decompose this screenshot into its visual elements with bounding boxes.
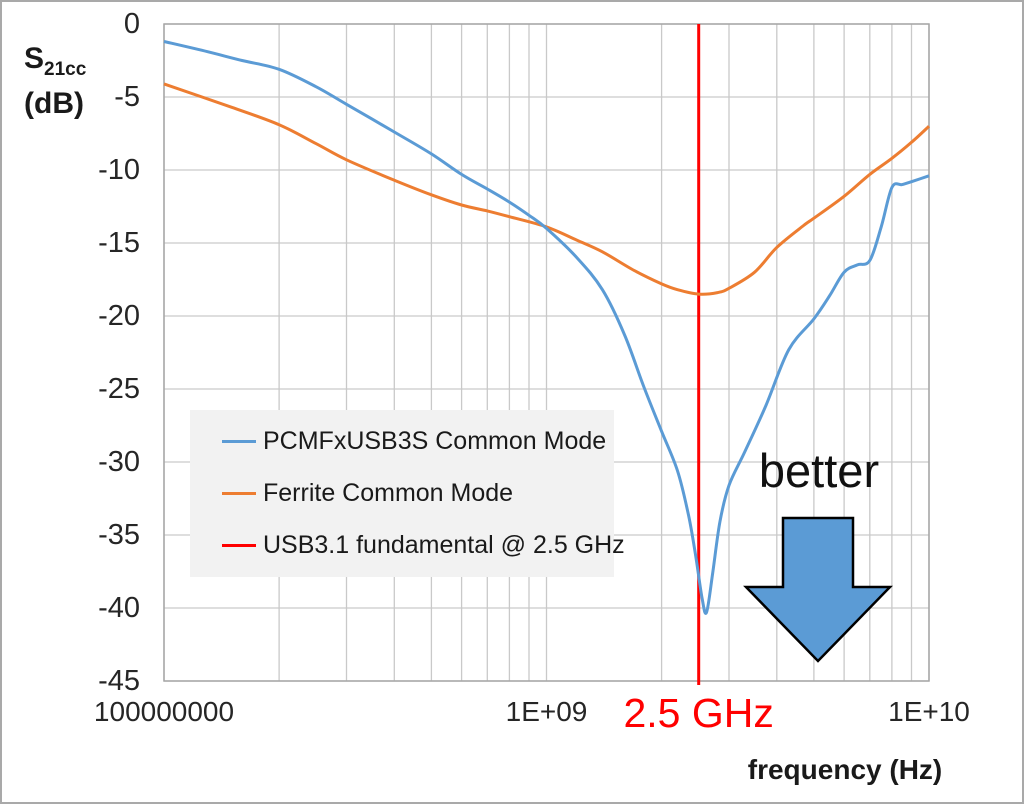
y-tick-label: 0 [123, 8, 140, 40]
x-tick-label: 1E+09 [505, 696, 588, 727]
legend-item-ferrite: Ferrite Common Mode [222, 479, 614, 508]
y-tick-label: -20 [98, 300, 140, 332]
x-axis-title: frequency (Hz) [747, 754, 943, 785]
y-tick-label: -10 [98, 154, 140, 186]
pcmfxusb3s-common-mode-curve [163, 40, 930, 615]
x-tick-label: 100000000 [93, 696, 235, 727]
better-annotation-text: better [758, 444, 880, 497]
y-tick-label: -30 [98, 446, 140, 478]
y-axis-label: S21cc (dB) [24, 42, 86, 121]
y-tick-label: -5 [114, 81, 140, 113]
y-axis-symbol: S [24, 42, 45, 75]
legend-line-swatch-red [222, 543, 256, 547]
legend-line-swatch-blue [222, 440, 256, 444]
y-axis-unit: (dB) [24, 87, 84, 120]
y-tick-label: -40 [98, 592, 140, 624]
y-tick-label: -45 [98, 665, 140, 697]
legend-label: USB3.1 fundamental @ 2.5 GHz [263, 530, 625, 559]
legend-item-usb31-fundamental: USB3.1 fundamental @ 2.5 GHz [222, 531, 625, 560]
legend-item-pcmfxusb3s: PCMFxUSB3S Common Mode [222, 427, 614, 456]
y-axis-symbol-subscript: 21cc [44, 59, 87, 80]
chart-legend: PCMFxUSB3S Common Mode Ferrite Common Mo… [190, 410, 625, 577]
legend-line-swatch-orange [222, 491, 256, 495]
ferrite-common-mode-curve [163, 82, 931, 296]
legend-label: Ferrite Common Mode [263, 478, 514, 507]
y-tick-label: -35 [98, 519, 140, 551]
x-tick-label: 1E+10 [888, 696, 970, 727]
y-tick-label: -15 [98, 227, 140, 259]
y-tick-label: -25 [98, 373, 140, 405]
legend-label: PCMFxUSB3S Common Mode [263, 427, 607, 456]
x-axis-highlight-tick-2-5ghz: 2.5 GHz [623, 690, 774, 736]
plot-border [163, 23, 930, 682]
down-arrow-icon [743, 516, 893, 663]
